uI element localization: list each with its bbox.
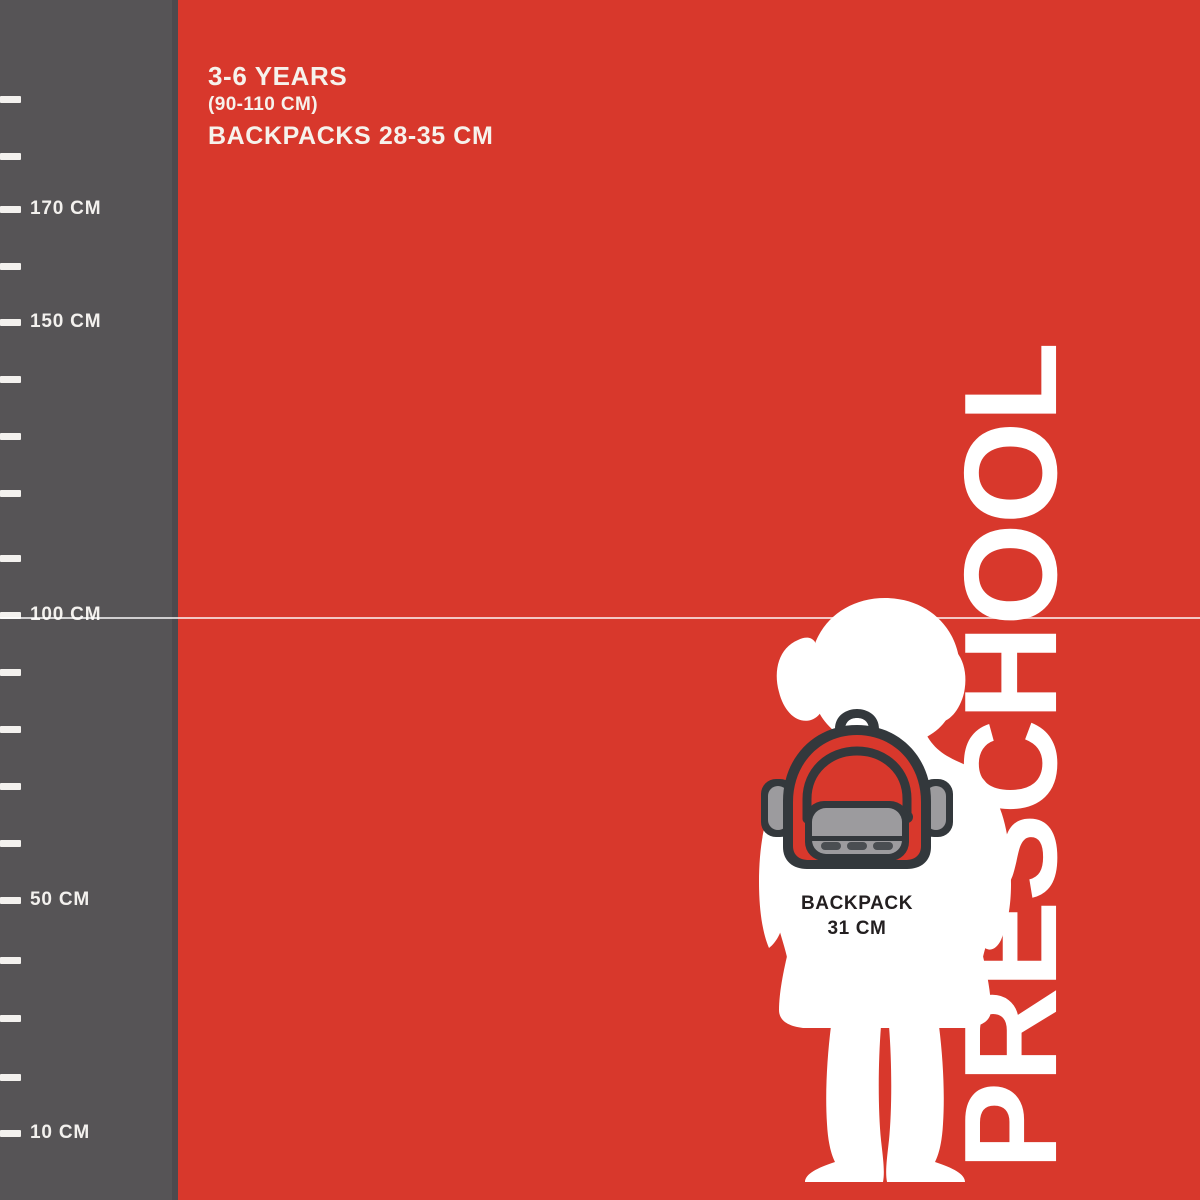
ruler-tick bbox=[0, 1074, 21, 1081]
ruler-tick bbox=[0, 957, 21, 964]
ruler-tick bbox=[0, 840, 21, 847]
ruler-tick-label: 170 CM bbox=[30, 198, 102, 219]
ruler-tick bbox=[0, 206, 21, 213]
ruler-tick bbox=[0, 263, 21, 270]
backpack-caption: BACKPACK 31 CM bbox=[757, 891, 957, 941]
ruler-tick bbox=[0, 153, 21, 160]
ruler-tick-label: 150 CM bbox=[30, 311, 102, 332]
ruler-edge-divider bbox=[172, 0, 178, 1200]
header-text-block: 3-6 YEARS (90-110 CM) BACKPACKS 28-35 CM bbox=[208, 61, 494, 151]
ruler-tick bbox=[0, 669, 21, 676]
backpack-front-pocket bbox=[805, 801, 909, 861]
backpack-zipper-seam bbox=[802, 746, 912, 824]
backpack-caption-size: 31 CM bbox=[827, 918, 887, 940]
ruler-tick-label: 50 CM bbox=[30, 889, 90, 910]
ruler-tick-label: 100 CM bbox=[30, 604, 102, 625]
age-range-heading: 3-6 YEARS bbox=[208, 61, 348, 91]
ruler-tick bbox=[0, 319, 21, 326]
vertical-title-preschool: PRESCHOOL bbox=[937, 0, 1200, 1200]
ruler-tick bbox=[0, 726, 21, 733]
ruler-tick bbox=[0, 96, 21, 103]
ruler-tick bbox=[0, 555, 21, 562]
ruler-tick-label: 10 CM bbox=[30, 1122, 90, 1143]
backpack-handle-icon bbox=[835, 709, 879, 737]
ruler-tick bbox=[0, 433, 21, 440]
height-ruler bbox=[0, 0, 172, 1200]
ruler-tick bbox=[0, 897, 21, 904]
ruler-tick bbox=[0, 376, 21, 383]
backpack-range-heading: BACKPACKS 28-35 CM bbox=[208, 122, 494, 151]
height-range-subheading: (90-110 CM) bbox=[208, 93, 318, 115]
backpack-illustration bbox=[757, 703, 957, 883]
ruler-tick bbox=[0, 490, 21, 497]
ruler-tick bbox=[0, 612, 21, 619]
ruler-tick bbox=[0, 1015, 21, 1022]
ruler-tick bbox=[0, 1130, 21, 1137]
ruler-tick bbox=[0, 783, 21, 790]
backpack-caption-title: BACKPACK bbox=[800, 893, 914, 914]
reference-line-100cm bbox=[0, 617, 1200, 619]
